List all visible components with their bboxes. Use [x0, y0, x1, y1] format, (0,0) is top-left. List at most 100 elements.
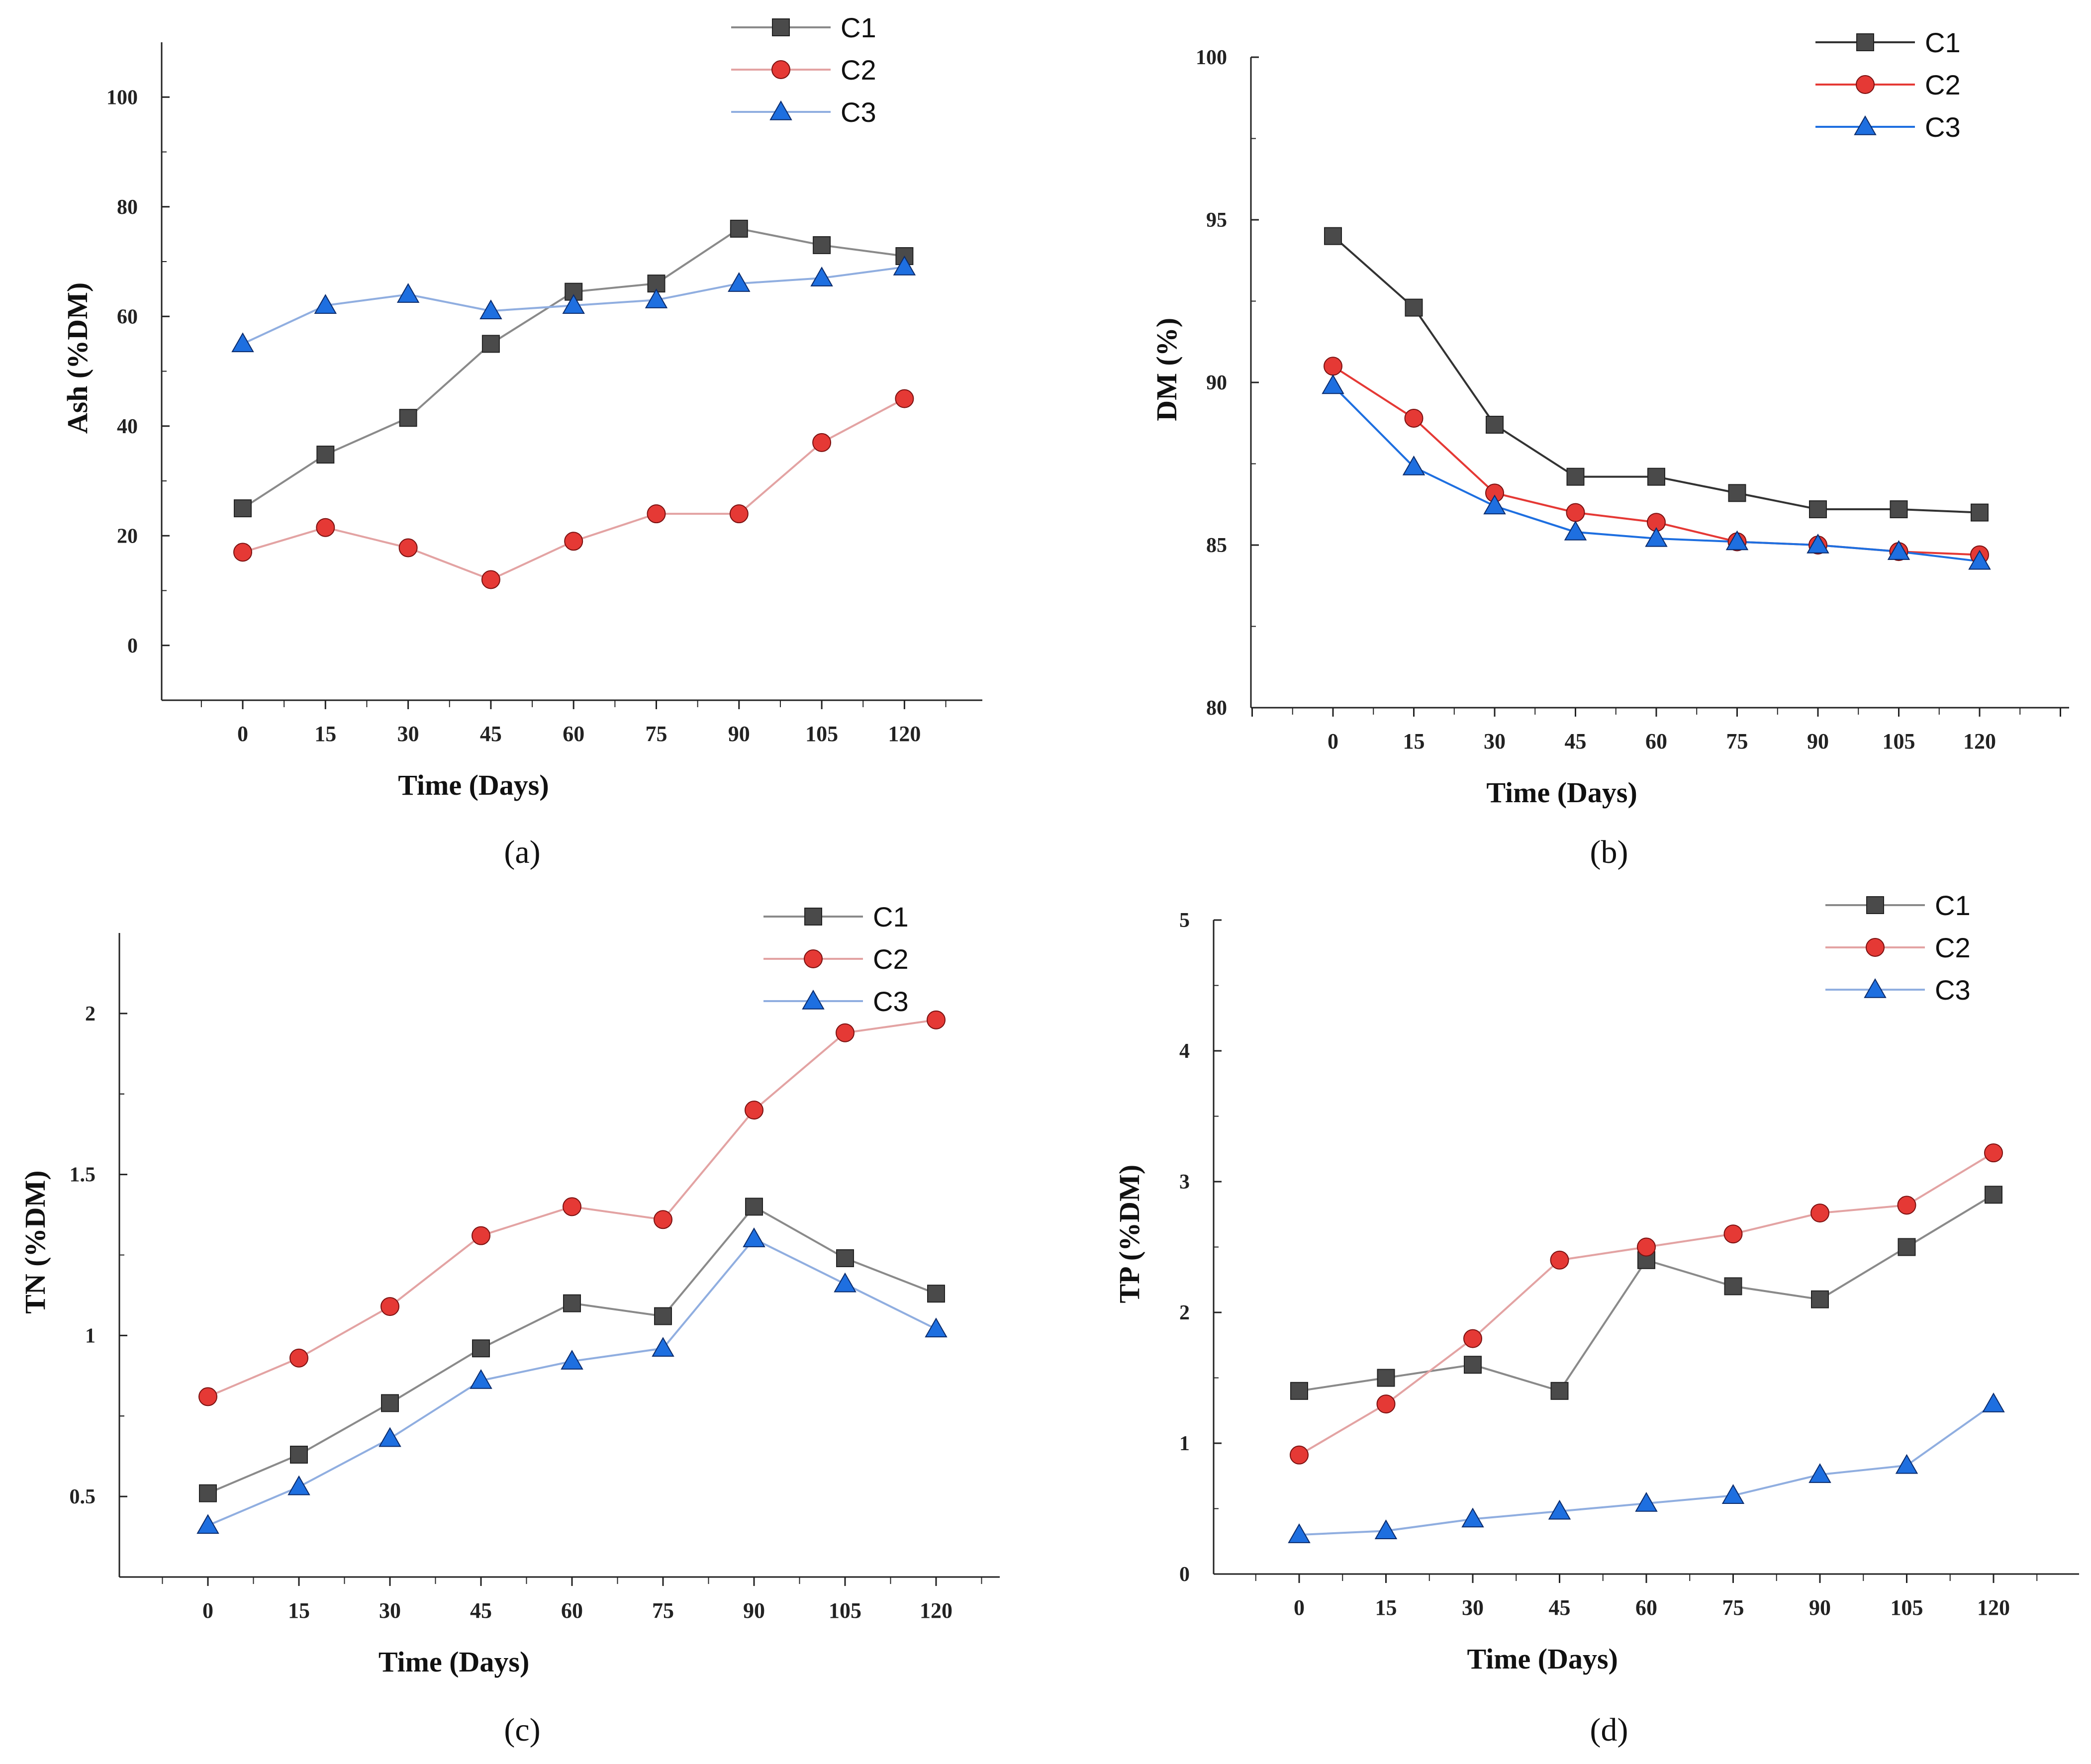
x-tick-label: 45: [470, 1598, 492, 1623]
data-point-c3: [1548, 1499, 1571, 1520]
data-point-c3: [314, 294, 337, 314]
x-tick-label: 105: [1883, 729, 1915, 753]
data-point-c2: [895, 389, 914, 408]
series-line-c3: [207, 1237, 937, 1527]
data-point-c1: [1971, 503, 1989, 522]
x-axis-title: Time (Days): [1467, 1643, 1617, 1675]
y-tick-label: 5: [1179, 909, 1190, 932]
x-axis-title: Time (Days): [398, 769, 549, 801]
data-point-c3: [1461, 1507, 1484, 1528]
data-point-c1: [1464, 1356, 1482, 1374]
legend-label-c2: C2: [841, 54, 876, 86]
legend-label-c1: C1: [1935, 890, 1971, 921]
y-tick-label: 100: [106, 86, 138, 109]
data-point-c3: [1564, 520, 1587, 541]
x-tick-label: 45: [1565, 729, 1587, 753]
data-point-c2: [1404, 408, 1424, 428]
data-point-c2: [836, 1023, 855, 1042]
series-line-c1: [242, 227, 905, 509]
data-point-c2: [1463, 1329, 1482, 1348]
legend-marker-c2: [804, 949, 823, 968]
panel-label: (c): [504, 1712, 540, 1748]
legend-marker-c2: [1856, 75, 1875, 94]
data-point-c1: [234, 499, 252, 518]
legend-marker-c1: [772, 18, 790, 36]
data-point-c1: [1290, 1382, 1308, 1400]
y-tick-label: 0: [127, 635, 138, 657]
y-tick-label: 80: [1206, 697, 1227, 720]
data-point-c3: [561, 1350, 583, 1370]
x-tick-label: 90: [728, 722, 750, 746]
y-tick-label: 1: [85, 1324, 95, 1347]
x-tick-label: 15: [288, 1598, 310, 1623]
legend-label-c2: C2: [1925, 69, 1961, 100]
x-tick-label: 0: [1328, 729, 1338, 753]
y-axis-title: TP (%DM): [1113, 1165, 1145, 1303]
y-tick-label: 2: [1179, 1301, 1190, 1324]
data-point-c2: [1550, 1250, 1569, 1270]
data-point-c1: [1898, 1238, 1916, 1256]
data-point-c2: [198, 1387, 217, 1406]
x-tick-label: 15: [1375, 1595, 1397, 1620]
y-tick-label: 90: [1206, 371, 1227, 394]
y-axis-title: TN (%DM): [19, 1170, 51, 1313]
x-tick-label: 90: [1809, 1595, 1831, 1620]
y-tick-label: 1: [1179, 1432, 1190, 1455]
x-axis-title: Time (Days): [1486, 776, 1637, 809]
x-tick-label: 105: [805, 722, 838, 746]
legend-label-c3: C3: [873, 986, 909, 1017]
data-point-c1: [1405, 298, 1423, 317]
data-point-c1: [316, 446, 335, 464]
data-point-c1: [1647, 467, 1665, 486]
data-point-c2: [563, 1197, 581, 1216]
series-line-c2: [1298, 1152, 1995, 1456]
x-tick-label: 45: [1549, 1595, 1571, 1620]
data-point-c3: [1374, 1519, 1398, 1539]
data-point-c3: [834, 1272, 856, 1293]
data-point-c2: [1810, 1204, 1829, 1223]
x-tick-label: 90: [743, 1598, 765, 1623]
x-tick-label: 15: [1403, 729, 1425, 753]
x-tick-label: 105: [829, 1598, 861, 1623]
data-point-c1: [1724, 1277, 1742, 1296]
data-point-c2: [1723, 1224, 1743, 1244]
data-point-c1: [1550, 1382, 1569, 1400]
data-point-c2: [1376, 1394, 1396, 1414]
y-tick-label: 0.5: [70, 1485, 96, 1508]
data-point-c1: [654, 1307, 672, 1325]
y-tick-label: 80: [117, 196, 138, 219]
data-point-c3: [1968, 550, 1991, 570]
x-tick-label: 30: [1462, 1595, 1484, 1620]
data-point-c2: [729, 504, 749, 524]
x-tick-label: 60: [563, 722, 584, 746]
data-point-c3: [1982, 1393, 2005, 1412]
legend-marker-c3: [769, 100, 792, 120]
data-point-c3: [925, 1317, 948, 1338]
data-point-c3: [1725, 530, 1749, 551]
y-tick-label: 60: [117, 305, 138, 328]
data-point-c1: [927, 1285, 945, 1303]
x-tick-label: 0: [202, 1598, 213, 1623]
x-tick-label: 0: [1294, 1595, 1305, 1620]
series-line-c1: [1299, 1194, 1995, 1393]
y-axis-title: Ash (%DM): [61, 282, 94, 434]
data-point-c1: [1809, 500, 1827, 519]
data-point-c2: [1290, 1445, 1309, 1465]
x-tick-label: 75: [1722, 1595, 1744, 1620]
data-point-c2: [927, 1010, 946, 1029]
y-axis-title: DM (%): [1150, 318, 1183, 421]
legend-marker-c3: [802, 989, 825, 1010]
x-tick-label: 120: [1977, 1595, 2010, 1620]
data-point-c1: [1486, 416, 1504, 434]
data-point-c2: [647, 504, 666, 524]
y-tick-label: 100: [1196, 46, 1227, 69]
data-point-c3: [1895, 1454, 1918, 1474]
data-point-c3: [1645, 527, 1668, 547]
data-point-c3: [1806, 533, 1829, 554]
x-tick-label: 120: [888, 722, 921, 746]
data-point-c1: [290, 1445, 308, 1464]
data-point-c1: [1377, 1369, 1395, 1387]
x-tick-label: 90: [1807, 729, 1829, 753]
x-tick-label: 30: [397, 722, 419, 746]
data-point-c3: [470, 1369, 492, 1389]
